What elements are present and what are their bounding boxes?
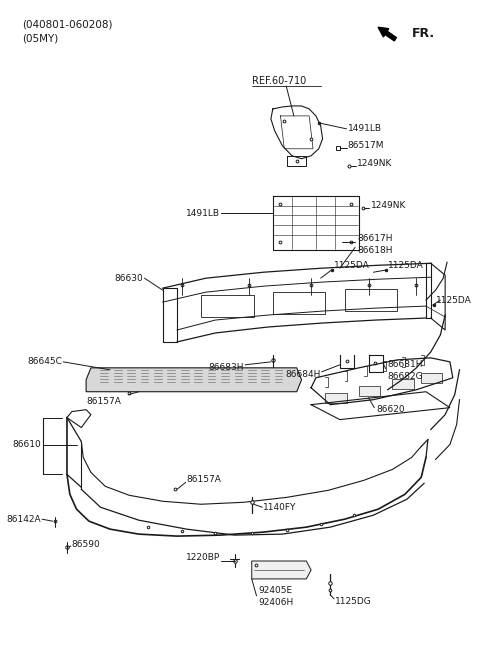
Text: 1125DA: 1125DA [334, 261, 370, 270]
Text: 86645C: 86645C [27, 358, 62, 366]
Polygon shape [86, 368, 301, 392]
Text: 1125DA: 1125DA [435, 295, 471, 305]
Bar [325, 393, 347, 403]
Text: 86684H: 86684H [285, 370, 321, 379]
Text: 86517M: 86517M [348, 141, 384, 150]
Text: 86590: 86590 [72, 540, 100, 549]
Bar [359, 386, 380, 396]
Bar [201, 295, 253, 317]
Text: 1491LB: 1491LB [186, 209, 220, 218]
Text: 86681H: 86681H [388, 360, 423, 369]
Bar [273, 292, 325, 314]
Text: REF.60-710: REF.60-710 [252, 76, 306, 86]
FancyArrow shape [378, 28, 396, 41]
Text: 86157A: 86157A [86, 397, 121, 406]
Text: 1125DG: 1125DG [335, 597, 372, 607]
Bar [421, 373, 442, 383]
Text: (05MY): (05MY) [22, 33, 58, 43]
Text: 92406H: 92406H [258, 598, 294, 607]
Text: 86157A: 86157A [187, 475, 221, 484]
Text: 86610: 86610 [12, 440, 41, 449]
Bar [345, 289, 397, 311]
Text: (040801-060208): (040801-060208) [22, 19, 112, 29]
Text: 1125DA: 1125DA [388, 261, 423, 270]
Text: 1249NK: 1249NK [371, 201, 406, 210]
Text: FR.: FR. [412, 27, 435, 40]
Text: 92405E: 92405E [258, 586, 293, 595]
Text: 86617H: 86617H [357, 234, 393, 243]
Polygon shape [252, 561, 311, 579]
Text: 86618H: 86618H [357, 246, 393, 255]
Text: 86630: 86630 [115, 274, 144, 283]
Text: 86620: 86620 [376, 405, 405, 414]
Text: 86142A: 86142A [7, 515, 41, 524]
Bar [393, 379, 414, 388]
Text: 1220BP: 1220BP [186, 553, 220, 561]
Text: 1249NK: 1249NK [357, 159, 393, 168]
Text: 1491LB: 1491LB [348, 124, 382, 134]
Text: 86683H: 86683H [209, 364, 244, 372]
Text: 1140FY: 1140FY [263, 503, 297, 512]
Text: 86682G: 86682G [388, 372, 423, 381]
